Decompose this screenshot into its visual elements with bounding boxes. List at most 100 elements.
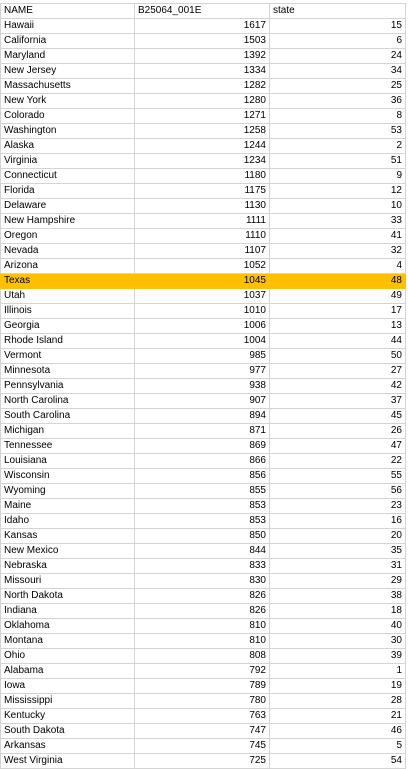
cell-name[interactable]: Idaho [0, 513, 135, 529]
cell-name[interactable]: Iowa [0, 678, 135, 694]
header-cell-state[interactable]: state [269, 3, 406, 19]
cell-name[interactable]: Missouri [0, 573, 135, 589]
cell-name[interactable]: Pennsylvania [0, 378, 135, 394]
cell-state[interactable]: 35 [269, 543, 406, 559]
cell-value[interactable]: 747 [134, 723, 270, 739]
cell-value[interactable]: 1334 [134, 63, 270, 79]
cell-state[interactable]: 27 [269, 363, 406, 379]
cell-value[interactable]: 1130 [134, 198, 270, 214]
cell-value[interactable]: 871 [134, 423, 270, 439]
cell-state[interactable]: 46 [269, 723, 406, 739]
cell-name[interactable]: Rhode Island [0, 333, 135, 349]
cell-name[interactable]: New Hampshire [0, 213, 135, 229]
cell-name[interactable]: North Carolina [0, 393, 135, 409]
cell-value[interactable]: 1006 [134, 318, 270, 334]
cell-value[interactable]: 855 [134, 483, 270, 499]
cell-state[interactable]: 4 [269, 258, 406, 274]
cell-state[interactable]: 1 [269, 663, 406, 679]
cell-value[interactable]: 1503 [134, 33, 270, 49]
cell-name[interactable]: Oklahoma [0, 618, 135, 634]
cell-name[interactable]: Kentucky [0, 708, 135, 724]
cell-value[interactable]: 830 [134, 573, 270, 589]
cell-name[interactable]: Washington [0, 123, 135, 139]
cell-value[interactable]: 1175 [134, 183, 270, 199]
cell-value[interactable]: 1617 [134, 18, 270, 34]
cell-name[interactable]: Connecticut [0, 168, 135, 184]
cell-name[interactable]: Indiana [0, 603, 135, 619]
cell-value[interactable]: 1392 [134, 48, 270, 64]
cell-state[interactable]: 40 [269, 618, 406, 634]
cell-name[interactable]: New Jersey [0, 63, 135, 79]
cell-name[interactable]: Maine [0, 498, 135, 514]
cell-name[interactable]: Oregon [0, 228, 135, 244]
cell-name[interactable]: Vermont [0, 348, 135, 364]
cell-name[interactable]: Alaska [0, 138, 135, 154]
cell-state[interactable]: 28 [269, 693, 406, 709]
cell-state[interactable]: 2 [269, 138, 406, 154]
cell-state[interactable]: 10 [269, 198, 406, 214]
cell-state[interactable]: 22 [269, 453, 406, 469]
cell-name[interactable]: Georgia [0, 318, 135, 334]
cell-name[interactable]: South Dakota [0, 723, 135, 739]
cell-state[interactable]: 51 [269, 153, 406, 169]
cell-name[interactable]: Arkansas [0, 738, 135, 754]
cell-value[interactable]: 1045 [134, 273, 270, 289]
cell-name[interactable]: Nevada [0, 243, 135, 259]
cell-state[interactable]: 34 [269, 63, 406, 79]
cell-value[interactable]: 810 [134, 633, 270, 649]
cell-value[interactable]: 853 [134, 513, 270, 529]
cell-state[interactable]: 6 [269, 33, 406, 49]
cell-state[interactable]: 31 [269, 558, 406, 574]
cell-state[interactable]: 47 [269, 438, 406, 454]
cell-value[interactable]: 763 [134, 708, 270, 724]
cell-value[interactable]: 844 [134, 543, 270, 559]
cell-name[interactable]: Illinois [0, 303, 135, 319]
cell-name[interactable]: Florida [0, 183, 135, 199]
cell-name[interactable]: Hawaii [0, 18, 135, 34]
cell-state[interactable]: 30 [269, 633, 406, 649]
cell-state[interactable]: 26 [269, 423, 406, 439]
cell-state[interactable]: 37 [269, 393, 406, 409]
cell-value[interactable]: 1271 [134, 108, 270, 124]
cell-state[interactable]: 49 [269, 288, 406, 304]
cell-name[interactable]: Kansas [0, 528, 135, 544]
cell-name[interactable]: Massachusetts [0, 78, 135, 94]
cell-value[interactable]: 1244 [134, 138, 270, 154]
cell-value[interactable]: 826 [134, 588, 270, 604]
cell-value[interactable]: 1052 [134, 258, 270, 274]
header-cell-value[interactable]: B25064_001E [134, 3, 270, 19]
cell-value[interactable]: 985 [134, 348, 270, 364]
cell-name[interactable]: Arizona [0, 258, 135, 274]
cell-state[interactable]: 48 [269, 273, 406, 289]
cell-state[interactable]: 20 [269, 528, 406, 544]
cell-value[interactable]: 745 [134, 738, 270, 754]
cell-value[interactable]: 792 [134, 663, 270, 679]
cell-name[interactable]: Alabama [0, 663, 135, 679]
cell-value[interactable]: 1280 [134, 93, 270, 109]
cell-name[interactable]: California [0, 33, 135, 49]
cell-state[interactable]: 23 [269, 498, 406, 514]
cell-value[interactable]: 725 [134, 753, 270, 769]
cell-value[interactable]: 866 [134, 453, 270, 469]
cell-name[interactable]: Wyoming [0, 483, 135, 499]
cell-value[interactable]: 1110 [134, 228, 270, 244]
cell-state[interactable]: 25 [269, 78, 406, 94]
cell-state[interactable]: 39 [269, 648, 406, 664]
cell-value[interactable]: 1180 [134, 168, 270, 184]
cell-value[interactable]: 938 [134, 378, 270, 394]
cell-name[interactable]: Texas [0, 273, 135, 289]
cell-value[interactable]: 869 [134, 438, 270, 454]
cell-value[interactable]: 1234 [134, 153, 270, 169]
cell-state[interactable]: 56 [269, 483, 406, 499]
cell-name[interactable]: Nebraska [0, 558, 135, 574]
cell-state[interactable]: 42 [269, 378, 406, 394]
cell-name[interactable]: Ohio [0, 648, 135, 664]
cell-state[interactable]: 24 [269, 48, 406, 64]
cell-state[interactable]: 12 [269, 183, 406, 199]
cell-name[interactable]: Wisconsin [0, 468, 135, 484]
cell-name[interactable]: Maryland [0, 48, 135, 64]
cell-name[interactable]: South Carolina [0, 408, 135, 424]
cell-state[interactable]: 50 [269, 348, 406, 364]
cell-value[interactable]: 808 [134, 648, 270, 664]
cell-value[interactable]: 1258 [134, 123, 270, 139]
